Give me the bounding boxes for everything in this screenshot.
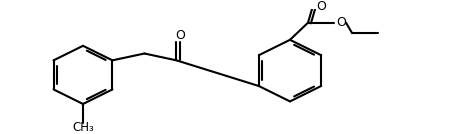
- Text: O: O: [336, 16, 346, 29]
- Text: CH₃: CH₃: [72, 121, 94, 134]
- Text: O: O: [316, 0, 326, 13]
- Text: O: O: [175, 29, 185, 42]
